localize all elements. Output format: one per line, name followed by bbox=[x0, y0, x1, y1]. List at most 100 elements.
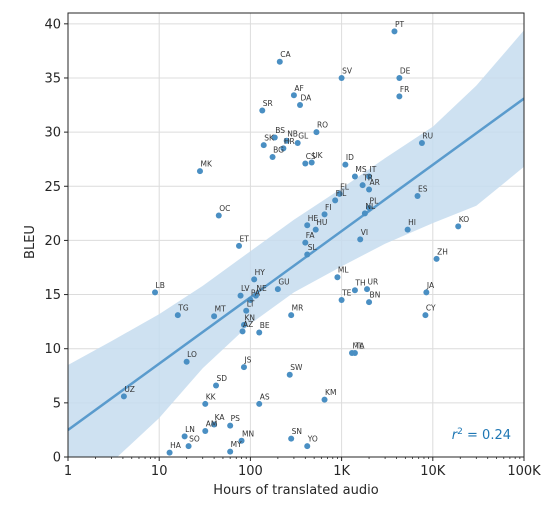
data-point bbox=[211, 421, 218, 428]
data-point bbox=[288, 312, 295, 319]
point-label: SO bbox=[189, 435, 200, 444]
point-label: IT bbox=[370, 165, 377, 174]
point-label: JA bbox=[426, 281, 435, 290]
data-point bbox=[396, 93, 403, 100]
point-label: JS bbox=[243, 356, 251, 365]
data-point bbox=[396, 74, 403, 81]
point-label: KK bbox=[206, 392, 217, 401]
point-label: BS bbox=[275, 126, 285, 135]
point-label: OC bbox=[219, 204, 230, 213]
data-point bbox=[213, 382, 220, 389]
point-label: ML bbox=[338, 266, 349, 275]
point-label: NL bbox=[365, 202, 376, 211]
data-point bbox=[321, 396, 328, 403]
data-point bbox=[338, 74, 345, 81]
tick-labels: 1 10 100 1K 10K 100K 0 5 10 15 20 25 30 35 40 bbox=[44, 17, 541, 479]
data-point bbox=[366, 299, 373, 306]
data-point bbox=[297, 102, 304, 109]
point-label: CA bbox=[280, 50, 291, 59]
data-point bbox=[359, 182, 366, 189]
data-point bbox=[351, 173, 358, 180]
data-point bbox=[286, 371, 293, 378]
data-point bbox=[294, 139, 301, 146]
point-label: SD bbox=[217, 374, 228, 383]
data-point bbox=[423, 289, 430, 296]
regression-line-path bbox=[68, 97, 524, 431]
point-label: SK bbox=[264, 134, 275, 143]
point-label: NB bbox=[287, 129, 298, 138]
data-point bbox=[342, 161, 349, 168]
point-label: TE bbox=[341, 288, 352, 297]
data-point bbox=[237, 292, 244, 299]
y-tick-label: 10 bbox=[44, 342, 61, 357]
data-point bbox=[174, 312, 181, 319]
data-point bbox=[418, 139, 425, 146]
point-label: AM bbox=[206, 420, 218, 429]
data-point bbox=[302, 160, 309, 167]
point-label: HU bbox=[316, 218, 327, 227]
point-label: SV bbox=[342, 66, 353, 75]
data-point bbox=[364, 286, 371, 293]
data-point bbox=[302, 239, 309, 246]
data-point bbox=[304, 443, 311, 450]
plot-frame bbox=[67, 12, 525, 458]
point-label: MT bbox=[215, 305, 226, 314]
data-point bbox=[271, 134, 278, 141]
point-label: LV bbox=[241, 284, 250, 293]
data-point bbox=[336, 190, 343, 197]
x-tick-label: 1 bbox=[64, 464, 72, 479]
r-squared-prefix: r bbox=[452, 428, 459, 443]
data-point bbox=[276, 58, 283, 65]
point-label: TA bbox=[354, 342, 365, 351]
point-label: RU bbox=[422, 131, 433, 140]
data-point bbox=[259, 107, 266, 114]
point-label: LO bbox=[187, 350, 197, 359]
point-label: NE bbox=[256, 284, 267, 293]
point-label: AF bbox=[294, 84, 303, 93]
data-point bbox=[247, 296, 254, 303]
point-label: RO bbox=[317, 121, 328, 130]
data-point bbox=[185, 443, 192, 450]
data-point bbox=[414, 193, 421, 200]
data-points bbox=[120, 28, 462, 456]
data-point bbox=[391, 28, 398, 35]
data-point bbox=[202, 428, 209, 435]
point-label: KM bbox=[325, 388, 336, 397]
data-point bbox=[236, 242, 243, 249]
point-label: TG bbox=[177, 304, 189, 313]
point-label: EL bbox=[340, 182, 350, 191]
point-label: AS bbox=[260, 392, 270, 401]
data-point bbox=[404, 226, 411, 233]
point-label: HR bbox=[284, 137, 295, 146]
data-point bbox=[152, 289, 159, 296]
data-point bbox=[240, 364, 247, 371]
point-label: HA bbox=[170, 441, 182, 450]
data-point bbox=[338, 296, 345, 303]
point-label: SN bbox=[292, 427, 302, 436]
data-point bbox=[240, 321, 247, 328]
r-squared-annotation: r2 = 0.24 bbox=[452, 427, 511, 443]
point-label: MY bbox=[231, 440, 242, 449]
point-label: DA bbox=[301, 94, 313, 103]
data-point bbox=[366, 204, 373, 211]
y-tick-label: 25 bbox=[44, 180, 61, 195]
r-squared-sup: 2 bbox=[457, 427, 463, 437]
point-label: FI bbox=[325, 203, 332, 212]
data-point bbox=[238, 437, 245, 444]
data-point bbox=[366, 173, 373, 180]
point-label: BG bbox=[273, 146, 284, 155]
data-point bbox=[227, 422, 234, 429]
y-tick-label: 35 bbox=[44, 71, 61, 86]
point-label: KO bbox=[459, 215, 470, 224]
point-label: MK bbox=[200, 160, 212, 169]
point-label: DE bbox=[400, 66, 411, 75]
point-label: TR bbox=[362, 174, 373, 183]
point-label: AZ bbox=[243, 320, 253, 329]
data-point bbox=[227, 448, 234, 455]
point-label: MR bbox=[292, 304, 304, 313]
point-label: GU bbox=[278, 278, 289, 287]
data-point bbox=[280, 145, 287, 152]
data-point bbox=[202, 400, 209, 407]
data-point bbox=[251, 276, 258, 283]
